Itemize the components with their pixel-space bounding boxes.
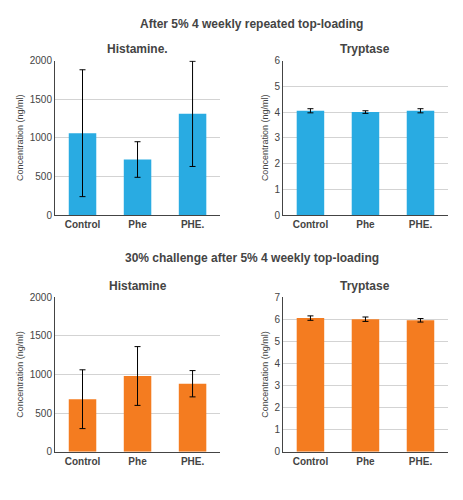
svg-text:3: 3 <box>274 132 280 143</box>
svg-text:5: 5 <box>274 336 280 347</box>
svg-text:4: 4 <box>274 358 280 369</box>
svg-text:Tryptase: Tryptase <box>340 279 390 293</box>
svg-text:2000: 2000 <box>30 55 53 66</box>
svg-text:500: 500 <box>35 171 52 182</box>
svg-text:PHE.: PHE. <box>409 456 433 467</box>
svg-text:1500: 1500 <box>30 94 53 105</box>
svg-text:3: 3 <box>274 380 280 391</box>
svg-text:1: 1 <box>274 424 280 435</box>
svg-text:Concentration (ng/ml): Concentration (ng/ml) <box>15 331 25 418</box>
svg-text:Concentration (ng/ml): Concentration (ng/ml) <box>15 95 25 182</box>
svg-text:Control: Control <box>65 456 101 467</box>
svg-text:0: 0 <box>46 446 52 457</box>
svg-text:After 5% 4 weekly repeated top: After 5% 4 weekly repeated top-loading <box>140 17 363 31</box>
svg-text:Concentration (ng/ml): Concentration (ng/ml) <box>260 95 270 182</box>
svg-text:PHE.: PHE. <box>409 219 433 230</box>
svg-text:Control: Control <box>65 219 101 230</box>
svg-text:5: 5 <box>274 81 280 92</box>
svg-text:Concentration (ng/ml): Concentration (ng/ml) <box>260 331 270 418</box>
svg-text:500: 500 <box>35 408 52 419</box>
svg-text:0: 0 <box>274 446 280 457</box>
svg-text:1: 1 <box>274 184 280 195</box>
svg-text:Phe: Phe <box>356 456 375 467</box>
svg-text:0: 0 <box>46 210 52 221</box>
svg-text:Phe: Phe <box>128 456 147 467</box>
svg-text:6: 6 <box>274 55 280 66</box>
svg-text:1500: 1500 <box>30 330 53 341</box>
svg-text:0: 0 <box>274 210 280 221</box>
svg-text:Phe: Phe <box>356 219 375 230</box>
svg-text:1000: 1000 <box>30 369 53 380</box>
svg-text:Histamine: Histamine <box>109 279 167 293</box>
svg-text:Phe: Phe <box>128 219 147 230</box>
svg-text:6: 6 <box>274 314 280 325</box>
svg-text:2000: 2000 <box>30 292 53 303</box>
svg-text:2: 2 <box>274 402 280 413</box>
svg-text:Histamine.: Histamine. <box>107 42 168 56</box>
svg-text:PHE.: PHE. <box>181 219 205 230</box>
svg-text:1000: 1000 <box>30 132 53 143</box>
svg-text:30% challenge after 5% 4 weekl: 30% challenge after 5% 4 weekly top-load… <box>125 251 379 265</box>
svg-text:Control: Control <box>293 219 329 230</box>
svg-text:Control: Control <box>293 456 329 467</box>
svg-text:PHE.: PHE. <box>181 456 205 467</box>
svg-text:2: 2 <box>274 158 280 169</box>
svg-text:7: 7 <box>274 292 280 303</box>
svg-text:4: 4 <box>274 107 280 118</box>
svg-text:Tryptase: Tryptase <box>340 42 390 56</box>
